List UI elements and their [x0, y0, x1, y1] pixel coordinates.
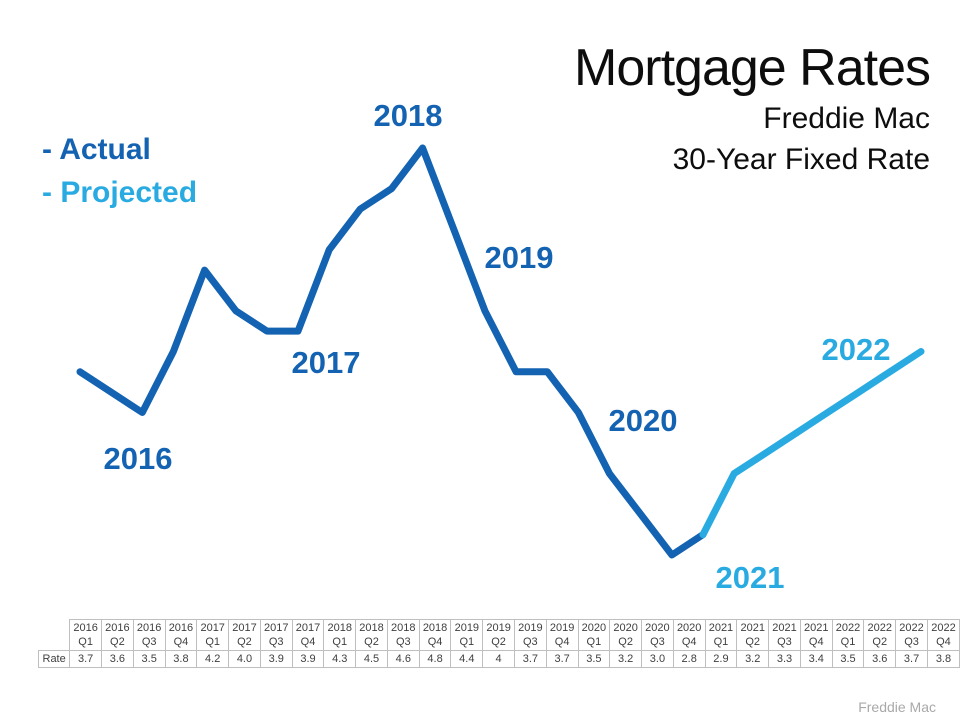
title-block: Mortgage Rates Freddie Mac 30-Year Fixed…: [574, 38, 931, 180]
year-label-2016: 2016: [103, 441, 173, 476]
table-value-cell: 3.6: [863, 650, 897, 668]
table-header-cell: 2019 Q1: [450, 619, 484, 651]
table-header-cell: 2022 Q1: [831, 619, 865, 651]
table-header-cell: 2020 Q3: [641, 619, 674, 651]
year-label-2021: 2021: [715, 560, 785, 595]
table-header-cell: 2018 Q1: [323, 619, 357, 651]
table-value-cell: 2.9: [704, 650, 738, 668]
table-header-cell: 2018 Q4: [418, 619, 452, 651]
table-value-cell: 3.5: [132, 650, 166, 668]
table-header-cell: 2017 Q1: [196, 619, 230, 651]
table-header-cell: 2021 Q4: [799, 619, 833, 651]
actual-line: [76, 144, 707, 559]
attribution-text: Freddie Mac: [858, 699, 936, 715]
table-value-cell: 3.8: [164, 650, 198, 668]
table-value-cell: 4.0: [228, 650, 261, 668]
year-label-2020: 2020: [608, 403, 678, 438]
year-label-2019: 2019: [484, 240, 554, 275]
chart-subtitle-product: 30-Year Fixed Rate: [672, 143, 930, 176]
table-row-header-rate: Rate: [37, 650, 71, 668]
table-header-cell: 2016 Q4: [164, 619, 198, 651]
table-value-cell: 3.4: [799, 650, 833, 668]
table-value-cell: 4.5: [355, 650, 388, 668]
table-value-cell: 4.2: [196, 650, 230, 668]
table-value-cell: 3.2: [736, 650, 770, 668]
table-value-cell: 3.9: [291, 650, 325, 668]
table-value-cell: 4.4: [450, 650, 484, 668]
table-header-cell: 2019 Q2: [482, 619, 515, 651]
table-header-cell: 2021 Q2: [736, 619, 770, 651]
table-header-cell: 2022 Q3: [895, 619, 928, 651]
table-value-cell: 3.0: [641, 650, 674, 668]
table-header-cell: 2016 Q2: [101, 619, 134, 651]
table-value-cell: 3.9: [259, 650, 293, 668]
table-value-cell: 3.7: [513, 650, 547, 668]
table-header-cell: 2020 Q4: [672, 619, 706, 651]
table-header-cell: 2020 Q1: [577, 619, 611, 651]
table-value-cell: 3.7: [545, 650, 579, 668]
table-value-cell: 3.5: [577, 650, 611, 668]
table-header-cell: 2016 Q1: [69, 619, 103, 651]
table-header-cell: 2017 Q2: [228, 619, 261, 651]
table-value-cell: 4.3: [323, 650, 357, 668]
table-header-cell: 2022 Q4: [926, 619, 960, 651]
table-value-cell: 3.2: [609, 650, 643, 668]
table-header-cell: 2017 Q3: [259, 619, 293, 651]
table-value-cell: 4.8: [418, 650, 452, 668]
legend-item-projected: - Projected: [42, 176, 198, 209]
rate-table: 2016 Q1 2016 Q2 2016 Q3 2016 Q4 2017 Q1 2017 Q2 2017…: [37, 619, 960, 668]
table-header-cell: 2020 Q2: [609, 619, 643, 651]
table-header-cell: 2017 Q4: [291, 619, 325, 651]
table-corner-cell: [38, 619, 71, 651]
table-header-cell: 2019 Q3: [513, 619, 547, 651]
year-label-2018: 2018: [373, 98, 443, 133]
table-header-cell: 2018 Q2: [355, 619, 388, 651]
legend: - Actual - Projected: [42, 128, 197, 214]
legend-item-actual: - Actual: [42, 133, 151, 166]
table-header-cell: 2018 Q3: [386, 619, 420, 651]
table-value-cell: 3.7: [69, 650, 103, 668]
table-header-cell: 2021 Q3: [768, 619, 801, 651]
table-value-cell: 3.8: [926, 650, 960, 668]
table-value-cell: 3.3: [768, 650, 801, 668]
table-value-cell: 3.7: [895, 650, 928, 668]
table-value-cell: 3.5: [831, 650, 865, 668]
table-value-cell: 2.8: [672, 650, 706, 668]
chart-subtitle-source: Freddie Mac: [763, 102, 930, 135]
table-value-cell: 3.6: [101, 650, 134, 668]
table-value-cell: 4: [482, 650, 515, 668]
projected-line: [699, 348, 925, 539]
table-header-cell: 2022 Q2: [863, 619, 897, 651]
table-value-cell: 4.6: [386, 650, 420, 668]
table-header-cell: 2019 Q4: [545, 619, 579, 651]
table-header-cell: 2021 Q1: [704, 619, 738, 651]
year-label-2022: 2022: [821, 332, 891, 367]
year-label-2017: 2017: [291, 345, 361, 380]
table-header-cell: 2016 Q3: [132, 619, 166, 651]
chart-title: Mortgage Rates: [574, 39, 931, 97]
